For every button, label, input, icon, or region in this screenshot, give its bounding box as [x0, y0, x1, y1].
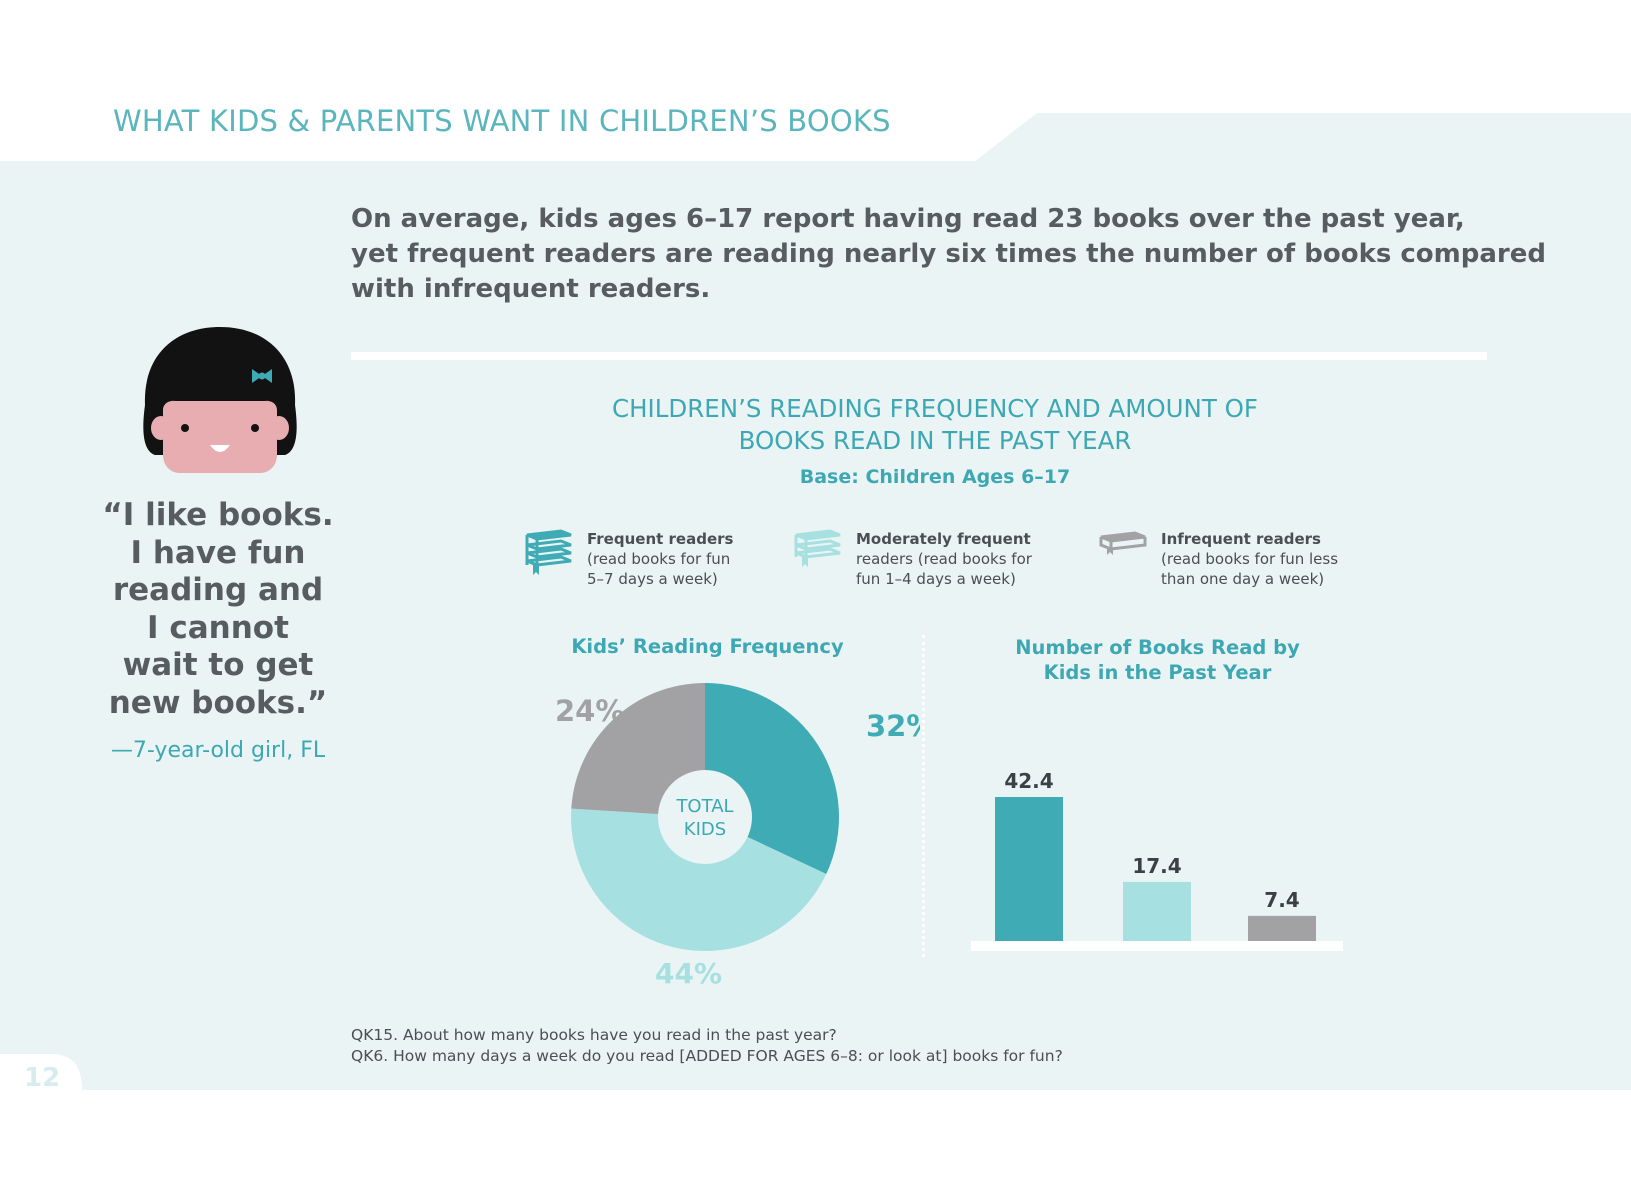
- legend-name: Moderately frequent: [856, 530, 1031, 548]
- quote-line: reading and: [112, 572, 324, 608]
- books-read-bar-chart: 42.4 17.4 7.4: [971, 769, 1343, 951]
- intro-line: yet frequent readers are reading nearly …: [351, 239, 1546, 269]
- legend-desc: 5–7 days a week): [587, 570, 718, 588]
- bar: [995, 797, 1063, 941]
- quote-line: wait to get: [122, 647, 314, 683]
- bar-chart-title: Number of Books Read by Kids in the Past…: [1000, 635, 1315, 685]
- donut-hole: [658, 770, 752, 864]
- pie-value-label: 32%: [866, 709, 920, 743]
- chart-title-line: BOOKS READ IN THE PAST YEAR: [738, 426, 1132, 455]
- pie-slice: [571, 808, 827, 951]
- quote-attribution: —7-year-old girl, FL: [110, 738, 326, 763]
- legend-desc: readers (read books for: [856, 550, 1032, 568]
- bar: [1123, 881, 1191, 941]
- bar: [1248, 915, 1316, 941]
- bar-value-label: 17.4: [1132, 854, 1181, 878]
- intro-line: On average, kids ages 6–17 report having…: [351, 204, 1465, 234]
- footnote-line: QK6. How many days a week do you read [A…: [351, 1047, 1063, 1065]
- pie-slice: [571, 683, 705, 817]
- donut-center-label: TOTAL: [675, 796, 733, 817]
- legend-desc: than one day a week): [1161, 570, 1325, 588]
- single-book-icon: [1099, 531, 1147, 555]
- legend-label: Infrequent readers (read books for fun l…: [1161, 529, 1338, 589]
- legend-name: Infrequent readers: [1161, 530, 1321, 548]
- chart-divider: [922, 635, 925, 957]
- legend-label: Frequent readers (read books for fun 5–7…: [587, 529, 733, 589]
- section-divider: [351, 352, 1487, 360]
- stacked-books-icon: [525, 529, 572, 575]
- kid-quote: “I like books. I have fun reading and I …: [100, 497, 336, 722]
- bar-value-label: 42.4: [1004, 769, 1053, 793]
- pie-value-label: 24%: [555, 694, 624, 728]
- chart-base-note: Base: Children Ages 6–17: [799, 466, 1071, 488]
- legend-item-moderate: Moderately frequent readers (read books …: [792, 529, 1032, 589]
- footnote: QK15. About how many books have you read…: [351, 1025, 1063, 1067]
- intro-paragraph: On average, kids ages 6–17 report having…: [351, 202, 1546, 307]
- intro-line: with infrequent readers.: [351, 274, 711, 304]
- bar-value-label: 7.4: [1264, 888, 1299, 912]
- footnote-line: QK15. About how many books have you read…: [351, 1026, 837, 1044]
- legend-item-frequent: Frequent readers (read books for fun 5–7…: [523, 529, 733, 589]
- pie-chart-title: Kids’ Reading Frequency: [571, 635, 844, 658]
- bar-baseline: [971, 941, 1343, 951]
- bar-title-line: Kids in the Past Year: [1043, 661, 1272, 684]
- legend-desc: fun 1–4 days a week): [856, 570, 1016, 588]
- quote-line: new books.”: [108, 684, 328, 721]
- legend-desc: (read books for fun less: [1161, 550, 1339, 568]
- quote-line: “I like books.: [102, 497, 334, 533]
- quote-line: I have fun: [130, 534, 306, 571]
- chart-title-line: CHILDREN’S READING FREQUENCY AND AMOUNT …: [611, 394, 1259, 423]
- legend-desc: (read books for fun: [587, 550, 731, 568]
- stacked-books-icon: [794, 529, 841, 567]
- girl-illustration: [143, 327, 297, 473]
- quote-line: I cannot: [147, 609, 289, 646]
- legend-item-infrequent: Infrequent readers (read books for fun l…: [1097, 529, 1338, 589]
- pie-value-label: 44%: [655, 957, 722, 990]
- donut-center-label: KIDS: [684, 819, 726, 840]
- chart-title: CHILDREN’S READING FREQUENCY AND AMOUNT …: [560, 393, 1310, 457]
- legend-label: Moderately frequent readers (read books …: [856, 529, 1032, 589]
- bar-title-line: Number of Books Read by: [1015, 636, 1300, 659]
- page-number: 12: [24, 1063, 61, 1093]
- page-header-title: WHAT KIDS & PARENTS WANT IN CHILDREN’S B…: [113, 104, 891, 138]
- legend-name: Frequent readers: [587, 530, 734, 548]
